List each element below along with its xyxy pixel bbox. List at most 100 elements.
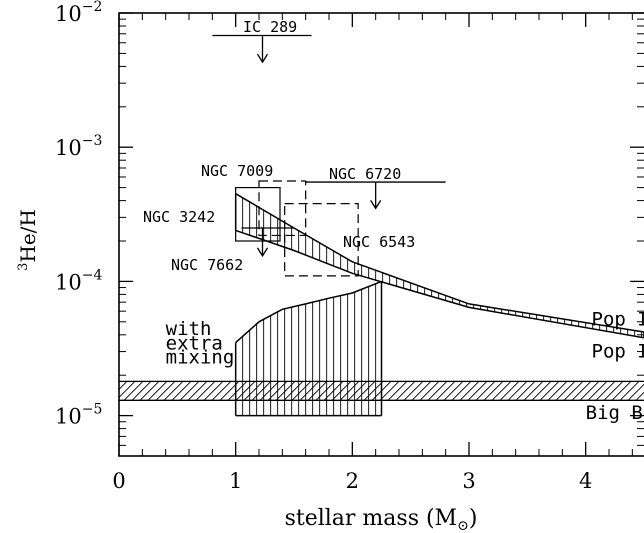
big-bang-hatch — [211, 381, 232, 401]
object-label: NGC 7009 — [201, 162, 273, 180]
big-bang-hatch — [347, 381, 368, 401]
big-bang-hatch — [531, 381, 552, 401]
plot-frame — [118, 12, 644, 457]
big-bang-hatch — [259, 381, 280, 401]
objects-layer — [212, 34, 446, 277]
big-bang-hatch — [451, 381, 472, 401]
big-bang-hatch — [491, 381, 512, 401]
object-ngc-7662-arrow-head — [256, 247, 269, 258]
big-bang-hatch — [499, 381, 520, 401]
big-bang-hatch — [587, 381, 608, 401]
x-tick-label: 2 — [346, 469, 359, 493]
big-bang-hatch — [251, 381, 272, 401]
big-bang-hatch — [435, 381, 456, 401]
big-bang-hatch — [155, 381, 176, 401]
object-label: NGC 7662 — [171, 256, 243, 274]
object-ic-289 — [212, 34, 312, 64]
big-bang-hatch — [467, 381, 488, 401]
big-bang-hatch — [131, 381, 152, 401]
big-bang-hatch — [411, 381, 432, 401]
band-pop-i-upper-edge — [235, 193, 644, 333]
big-bang-hatch — [219, 381, 240, 401]
object-label: IC 289 — [243, 18, 297, 36]
annotation-label: Big Bang — [586, 402, 644, 424]
big-bang-hatch — [459, 381, 480, 401]
big-bang-hatch — [275, 381, 296, 401]
big-bang-hatch — [611, 381, 632, 401]
y-tick-label: 10−4 — [55, 267, 102, 294]
y-axis-label: 3He/H — [16, 209, 40, 271]
big-bang-hatch — [123, 381, 144, 401]
big-bang-hatch — [139, 381, 160, 401]
big-bang-hatch — [539, 381, 560, 401]
big-bang-hatch — [563, 381, 584, 401]
x-tick-label: 4 — [579, 469, 592, 493]
object-ngc-6543 — [284, 202, 359, 277]
annotation-label: Pop II — [592, 341, 644, 363]
object-ngc-3242-box — [258, 180, 307, 237]
big-bang-hatch — [483, 381, 504, 401]
object-ngc-7662 — [241, 227, 294, 258]
big-bang-hatch — [331, 381, 352, 401]
big-bang-hatch — [603, 381, 624, 401]
big-bang-hatch — [283, 381, 304, 401]
big-bang-hatch — [419, 381, 440, 401]
big-bang-hatch — [355, 381, 376, 401]
big-bang-hatch — [243, 381, 264, 401]
big-bang-hatch — [547, 381, 568, 401]
big-bang-hatch — [595, 381, 616, 401]
big-bang-hatch — [339, 381, 360, 401]
band-big-bang — [119, 380, 644, 401]
big-bang-hatch — [475, 381, 496, 401]
big-bang-hatch — [163, 381, 184, 401]
big-bang-hatch — [515, 381, 536, 401]
big-bang-hatch — [443, 381, 464, 401]
big-bang-hatch — [571, 381, 592, 401]
object-ngc-6720-arrow-head — [370, 200, 382, 210]
band-pop-i-lower-edge — [235, 229, 644, 339]
x-tick-label: 3 — [462, 469, 475, 493]
big-bang-hatch — [299, 381, 320, 401]
big-bang-hatch — [427, 381, 448, 401]
big-bang-hatch — [235, 381, 256, 401]
big-bang-hatch — [267, 381, 288, 401]
big-bang-hatch — [579, 381, 600, 401]
annotations-layer: IC 289 NGC 7009 NGC 6720 NGC 3242 NGC 6543 NG… — [143, 18, 644, 424]
big-bang-hatch — [147, 381, 168, 401]
plot-border — [118, 12, 644, 457]
big-bang-hatch — [635, 391, 644, 401]
big-bang-hatch — [203, 381, 224, 401]
object-ngc-3242 — [258, 180, 307, 237]
object-label: NGC 6720 — [329, 165, 401, 183]
object-ngc-7009 — [235, 186, 281, 242]
big-bang-hatch — [323, 381, 344, 401]
object-label: NGC 3242 — [143, 208, 215, 226]
big-bang-hatch — [403, 381, 424, 401]
annotation-label: with — [166, 318, 212, 340]
big-bang-hatch — [179, 381, 200, 401]
big-bang-hatch — [315, 381, 336, 401]
big-bang-hatch — [119, 381, 128, 390]
object-ic-289-arrow-head — [256, 53, 269, 64]
y-tick-label: 10−5 — [55, 402, 102, 429]
x-tick-label: 0 — [112, 469, 125, 493]
annotation-label: extra — [166, 332, 223, 354]
y-tick-label: 10−2 — [55, 0, 102, 26]
big-bang-hatch — [555, 381, 576, 401]
annotation-label: mixing — [166, 347, 235, 369]
big-bang-hatch — [363, 381, 384, 401]
big-bang-hatch — [187, 381, 208, 401]
big-bang-hatch — [523, 381, 544, 401]
object-ngc-7009-box — [235, 186, 281, 242]
big-bang-hatch — [387, 381, 408, 401]
object-label: NGC 6543 — [343, 233, 415, 251]
bands-layer — [119, 193, 644, 417]
y-tick-label: 10−3 — [55, 133, 102, 160]
big-bang-hatch — [395, 381, 416, 401]
band-pop-i — [234, 193, 644, 339]
x-axis-label: stellar mass (M⊙) — [285, 506, 478, 533]
object-ngc-6720 — [305, 181, 446, 210]
big-bang-hatch — [371, 381, 392, 401]
big-bang-hatch — [307, 381, 328, 401]
